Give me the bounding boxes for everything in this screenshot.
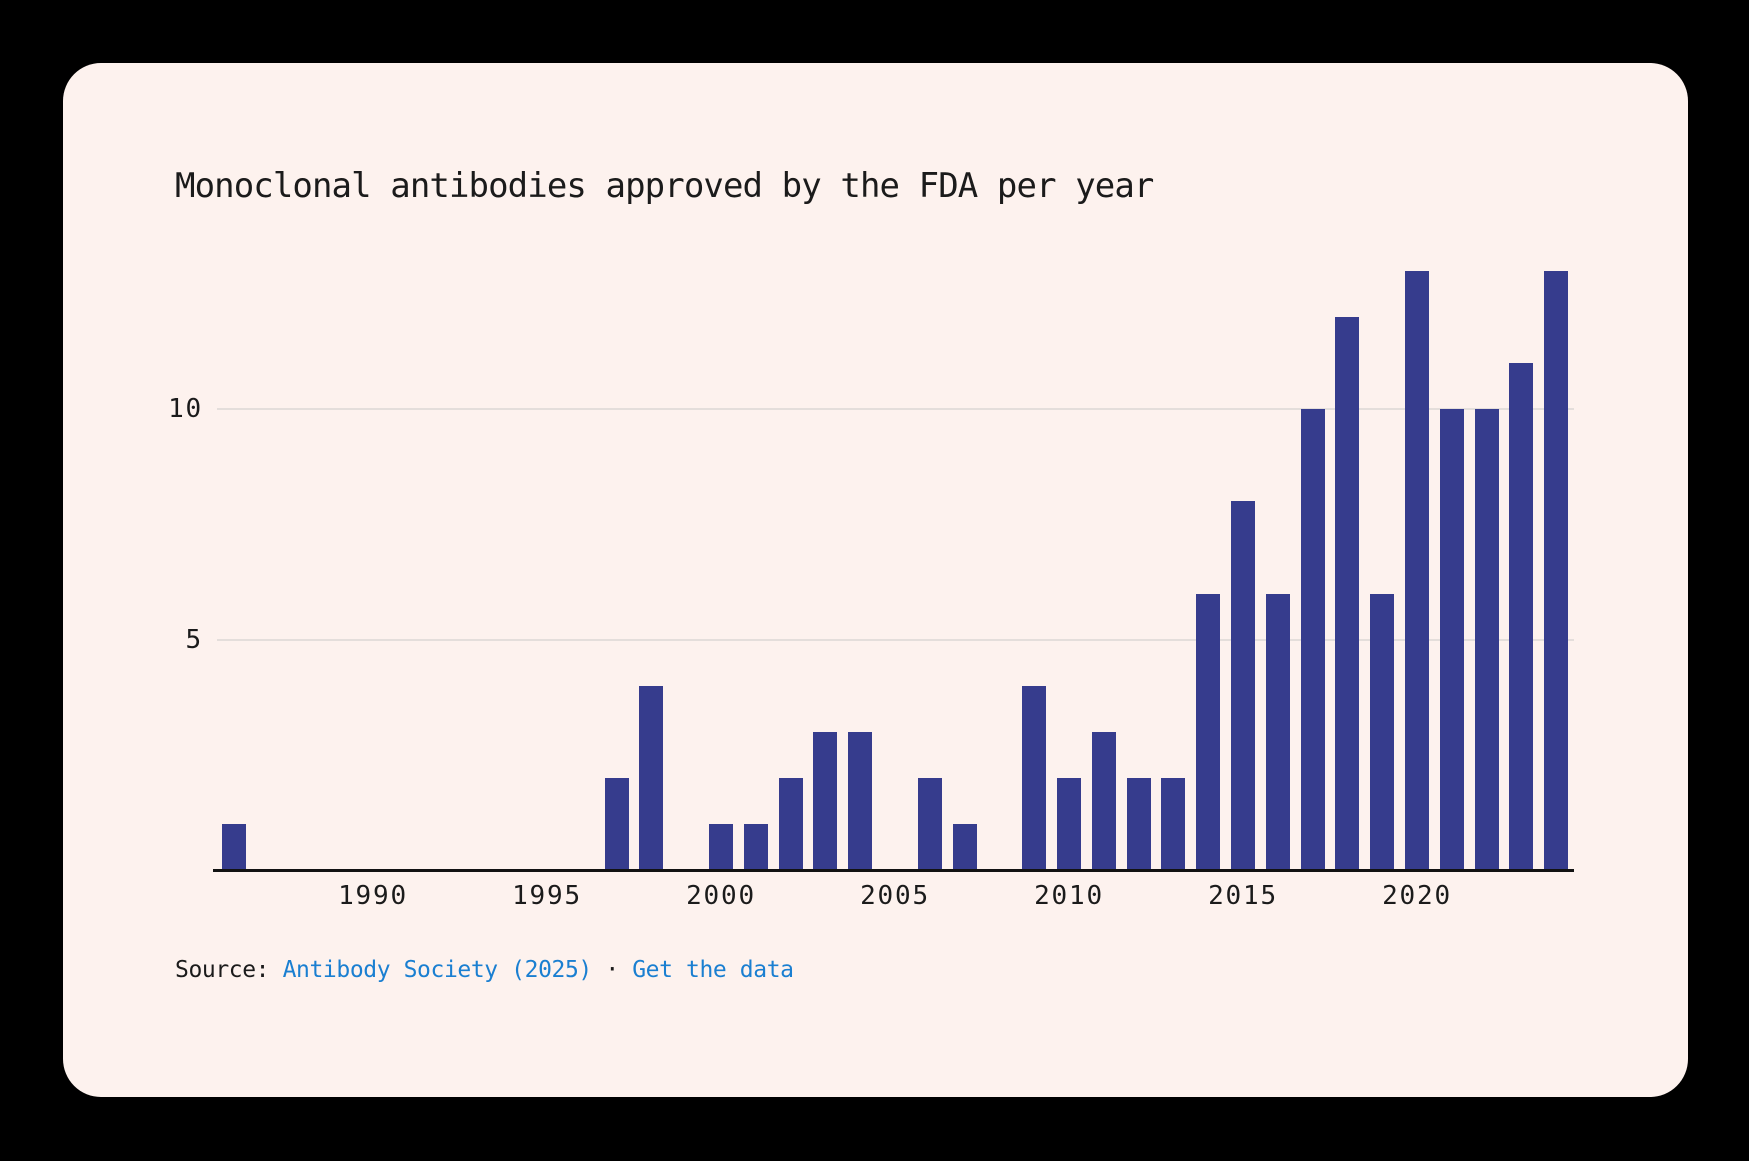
gridline-5 bbox=[217, 638, 1574, 641]
bar-2024 bbox=[1544, 271, 1568, 870]
source-link[interactable]: Antibody Society (2025) bbox=[282, 957, 593, 983]
bar-2017 bbox=[1301, 409, 1325, 870]
bar-1997 bbox=[605, 778, 629, 870]
bar-2018 bbox=[1335, 317, 1359, 870]
bar-2006 bbox=[918, 778, 942, 870]
x-axis-tick-label: 2020 bbox=[1382, 881, 1452, 911]
bar-2007 bbox=[953, 824, 977, 870]
chart-title: Monoclonal antibodies approved by the FD… bbox=[175, 166, 1154, 206]
bar-2015 bbox=[1231, 501, 1255, 870]
x-axis-tick-label: 2015 bbox=[1208, 881, 1278, 911]
bar-2012 bbox=[1127, 778, 1151, 870]
bar-2014 bbox=[1196, 594, 1220, 870]
x-axis-tick-label: 2000 bbox=[686, 881, 756, 911]
bar-2016 bbox=[1266, 594, 1290, 870]
bar-2023 bbox=[1509, 363, 1533, 870]
x-axis-line bbox=[213, 869, 1574, 872]
bar-2009 bbox=[1022, 686, 1046, 870]
bar-2010 bbox=[1057, 778, 1081, 870]
bar-2019 bbox=[1370, 594, 1394, 870]
bar-2022 bbox=[1475, 409, 1499, 870]
chart-card: Monoclonal antibodies approved by the FD… bbox=[63, 63, 1688, 1097]
bar-1998 bbox=[639, 686, 663, 870]
bar-2021 bbox=[1440, 409, 1464, 870]
source-label: Source: bbox=[175, 957, 283, 983]
bar-1986 bbox=[222, 824, 246, 870]
x-axis-tick-label: 1995 bbox=[512, 881, 582, 911]
bar-2000 bbox=[709, 824, 733, 870]
x-axis-tick-label: 1990 bbox=[338, 881, 408, 911]
separator-dot: · bbox=[591, 957, 633, 983]
y-axis-tick-label: 10 bbox=[168, 394, 203, 425]
bar-2013 bbox=[1161, 778, 1185, 870]
get-the-data-link[interactable]: Get the data bbox=[632, 957, 794, 983]
source-line: Source: Antibody Society (2025) · Get th… bbox=[175, 957, 794, 983]
bar-2002 bbox=[779, 778, 803, 870]
bar-2004 bbox=[848, 732, 872, 870]
x-axis-tick-label: 2010 bbox=[1034, 881, 1104, 911]
bar-2020 bbox=[1405, 271, 1429, 870]
bar-2003 bbox=[813, 732, 837, 870]
gridline-10 bbox=[217, 408, 1574, 411]
bar-2011 bbox=[1092, 732, 1116, 870]
bar-2001 bbox=[744, 824, 768, 870]
y-axis-tick-label: 5 bbox=[185, 624, 203, 655]
bar-chart-plot-area: 5 10 1990 1995 2000 2005 2010 2015 2020 bbox=[63, 63, 1688, 1097]
x-axis-tick-label: 2005 bbox=[860, 881, 930, 911]
